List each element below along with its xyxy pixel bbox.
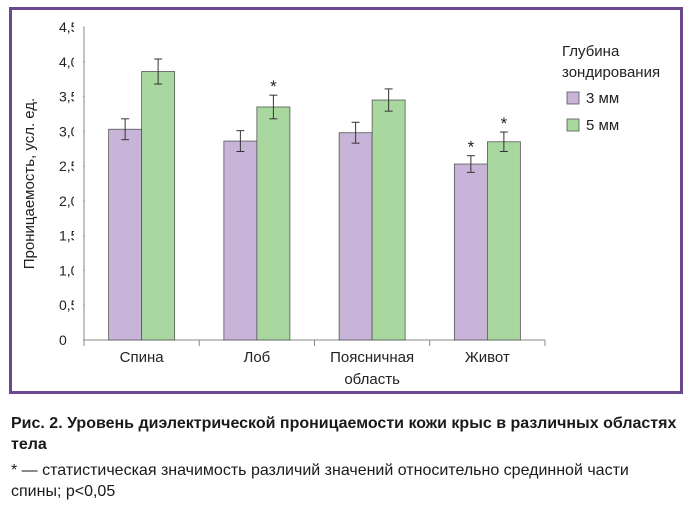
legend-label: 5 мм — [586, 117, 619, 134]
bar-chart: 0 0,5 1,0 1,5 2,0 2,5 3,0 3,5 4,0 4,5 Проницаемост… — [21, 15, 661, 388]
x-category-label: Спина — [120, 349, 165, 366]
legend-title: Глубина — [562, 43, 620, 60]
y-tick-label: 2,5 — [59, 158, 79, 174]
y-axis-label: Проницаемость, усл. ед. — [21, 98, 38, 269]
x-category-label: область — [344, 371, 400, 388]
bar-3mm — [338, 132, 373, 341]
y-tick-label: 3,5 — [59, 89, 79, 105]
bar-5mm — [256, 106, 291, 341]
y-tick-label: 1,0 — [59, 262, 79, 278]
bar-5mm — [486, 141, 521, 341]
y-tick-label: 3,0 — [59, 123, 79, 139]
chart-axes: 0 0,5 1,0 1,5 2,0 2,5 3,0 3,5 4,0 4,5 Проницаемост… — [21, 15, 546, 388]
y-tick-label: 0,5 — [59, 297, 79, 313]
y-tick-label: 0 — [59, 332, 67, 348]
significance-mark: * — [468, 138, 475, 157]
y-tick-label: 1,5 — [59, 228, 79, 244]
chart-bars: * * * — [108, 58, 521, 341]
bar-5mm — [371, 99, 406, 341]
figure-caption-title: Рис. 2. Уровень диэлектрической проницае… — [11, 415, 677, 453]
x-category-label: Поясничная — [330, 349, 414, 366]
significance-mark: * — [270, 77, 277, 96]
y-tick-label: 4,5 — [59, 19, 79, 35]
bar-3mm — [453, 163, 488, 341]
legend-swatch — [566, 91, 580, 105]
tick-label-clip — [74, 15, 83, 350]
figure-caption-note: * — статистическая значимость различий з… — [11, 462, 629, 500]
legend-label: 3 мм — [586, 90, 619, 107]
x-category-label: Живот — [465, 349, 510, 366]
chart-legend: Глубина зондирования 3 мм 5 мм — [562, 43, 660, 134]
significance-mark: * — [501, 114, 508, 133]
y-tick-label: 2,0 — [59, 193, 79, 209]
bar-5mm — [141, 71, 176, 341]
x-category-label: Лоб — [243, 349, 270, 366]
y-tick-label: 4,0 — [59, 54, 79, 70]
legend-title: зондирования — [562, 64, 660, 81]
bar-3mm — [108, 128, 143, 341]
bar-3mm — [223, 140, 258, 341]
legend-swatch — [566, 118, 580, 132]
